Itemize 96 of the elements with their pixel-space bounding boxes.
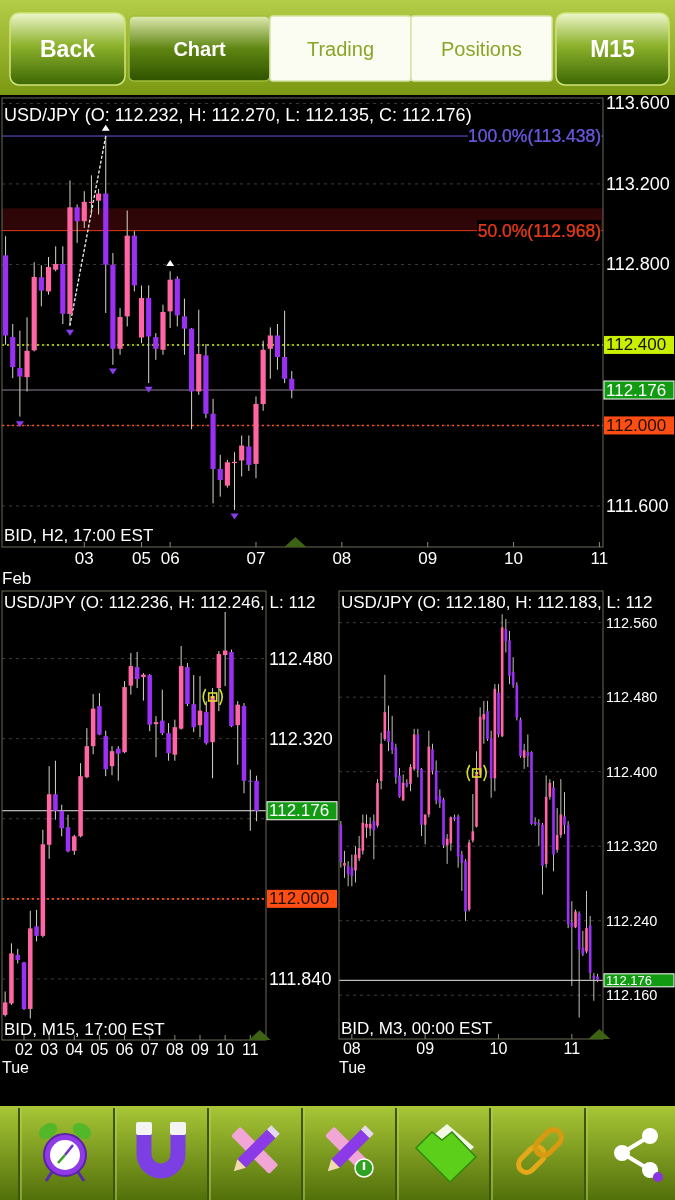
candlestick: [246, 435, 252, 472]
x-tick-label: 08: [342, 1040, 361, 1057]
candlestick: [96, 188, 102, 216]
chart-title: USD/JPY (O: 112.180, H: 112.183, L: 112: [341, 593, 653, 612]
point: [15, 421, 24, 428]
y-tick-label: 113.600: [606, 93, 670, 114]
y-tick-label: 111.840: [269, 968, 332, 989]
y-tick-label: 112.480: [606, 689, 658, 706]
candlestick: [431, 743, 434, 775]
candlestick: [267, 326, 273, 380]
x-axis-title: Feb: [2, 569, 32, 588]
x-tick-label: 08: [165, 1041, 184, 1058]
x-tick-label: 02: [15, 1041, 33, 1058]
x-tick-label: 09: [191, 1041, 209, 1058]
ref-line-label: 112.000: [269, 889, 330, 909]
x-tick-label: 03: [40, 1041, 59, 1058]
y-tick-label: 112.400: [606, 763, 658, 780]
candlestick: [166, 722, 171, 762]
text: M15: [590, 36, 636, 62]
annotation: 100.0%(113.438): [468, 126, 601, 147]
candlestick: [53, 760, 58, 821]
x-tick-label: 04: [65, 1041, 84, 1058]
x-axis-title: Tue: [2, 1059, 30, 1076]
candlestick: [239, 435, 245, 478]
candlestick: [282, 310, 288, 384]
text: BID, M15, 17:00 EST: [4, 1020, 165, 1039]
x-tick-label: 06: [115, 1041, 134, 1058]
text: BID, M3, 00:00 EST: [341, 1019, 493, 1038]
candlestick: [128, 652, 134, 696]
ref-line-label: 112.000: [606, 415, 667, 435]
ref-line-label: 112.176: [606, 380, 667, 400]
point: [230, 513, 239, 520]
candlestick: [387, 705, 390, 752]
x-tick-label: 06: [160, 549, 180, 568]
candlestick: [2, 990, 8, 1017]
ref-line-label: 112.176: [606, 972, 653, 988]
candlestick: [160, 689, 165, 736]
x-tick-label: 05: [132, 549, 151, 568]
y-tick-label: 112.160: [606, 987, 658, 1004]
x-tick-label: 10: [504, 549, 524, 568]
candlestick: [181, 298, 188, 356]
candlestick: [585, 890, 588, 954]
y-tick-label: 112.800: [606, 254, 670, 275]
candlestick: [235, 700, 240, 766]
x-axis-title: Tue: [339, 1059, 367, 1076]
candlestick: [34, 909, 39, 942]
x-tick-label: 09: [418, 549, 438, 568]
text: Positions: [440, 37, 523, 60]
candlestick: [141, 672, 146, 702]
x-tick-label: 07: [140, 1041, 159, 1058]
candlestick: [217, 454, 223, 498]
candlestick: [224, 459, 230, 489]
candlestick: [81, 190, 87, 229]
text: Back: [40, 36, 96, 62]
y-tick-label: 112.240: [606, 912, 658, 929]
x-tick-label: 10: [216, 1041, 235, 1058]
y-tick-label: 112.320: [606, 838, 658, 855]
text: BID, H2, 17:00 EST: [4, 526, 154, 545]
x-tick-label: 11: [241, 1041, 259, 1058]
annotation: 50.0%(112.968): [477, 220, 601, 241]
candlestick: [72, 834, 77, 856]
x-tick-label: 11: [563, 1040, 581, 1057]
candlestick: [17, 330, 23, 418]
x-tick-label: 07: [246, 549, 266, 568]
y-tick-label: 112.560: [606, 614, 658, 631]
candlestick: [343, 850, 346, 879]
chart-title: USD/JPY (O: 112.236, H: 112.246, L: 112: [4, 593, 316, 612]
x-tick-label: 11: [590, 549, 609, 568]
chart-title: USD/JPY (O: 112.232, H: 112.270, L: 112.135, C: 112.176): [4, 105, 472, 125]
candlestick: [274, 323, 281, 371]
y-tick-label: 112.480: [269, 648, 333, 669]
point: [166, 260, 175, 267]
ref-line-label: 112.176: [269, 801, 330, 821]
candlestick: [191, 674, 196, 733]
candlestick: [574, 909, 577, 929]
point: [144, 386, 153, 393]
text: Chart: [173, 37, 226, 60]
x-tick-label: 05: [90, 1041, 109, 1058]
x-tick-label: 10: [489, 1040, 508, 1057]
candlestick: [53, 245, 59, 272]
candlestick: [59, 804, 64, 837]
x-tick-label: 09: [416, 1040, 435, 1057]
candlestick: [153, 332, 159, 361]
candlestick: [74, 203, 80, 244]
x-tick-label: 08: [332, 549, 352, 568]
candlestick: [116, 745, 121, 782]
y-tick-label: 113.200: [606, 173, 670, 194]
x-tick-label: 03: [74, 549, 94, 568]
candlestick: [289, 370, 295, 399]
text: Trading: [306, 37, 375, 60]
y-tick-label: 111.600: [606, 495, 669, 516]
candlestick: [354, 845, 357, 883]
y-tick-label: 112.320: [269, 728, 333, 749]
candlestick: [563, 791, 566, 835]
candlestick: [38, 264, 44, 307]
candlestick: [88, 174, 95, 216]
